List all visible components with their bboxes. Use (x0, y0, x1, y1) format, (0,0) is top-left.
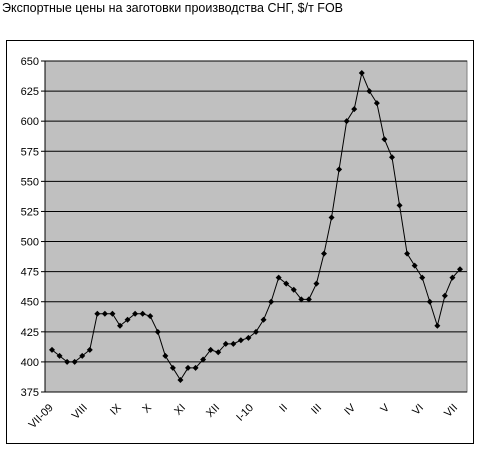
data-point (169, 364, 176, 371)
x-tick-label: VII (442, 402, 460, 420)
data-point (457, 266, 463, 273)
data-point (64, 358, 71, 365)
gridlines (45, 60, 467, 393)
data-point (441, 292, 448, 299)
data-point (396, 202, 403, 209)
y-tick-label: 450 (21, 297, 39, 309)
data-point (49, 346, 55, 353)
data-point (237, 337, 244, 344)
data-point (275, 274, 282, 281)
data-point (79, 352, 86, 359)
x-tick-label: X (140, 401, 154, 415)
data-point (336, 166, 343, 173)
plot-area (44, 60, 468, 393)
y-tick-label: 375 (21, 387, 39, 399)
data-point (358, 70, 365, 77)
y-tick-label: 600 (21, 116, 39, 128)
y-tick-label: 650 (21, 56, 39, 68)
data-point (290, 286, 297, 293)
data-point (283, 280, 290, 287)
data-point (260, 316, 267, 323)
data-point (253, 328, 259, 335)
x-tick-label: IV (342, 401, 358, 417)
y-tick-label: 500 (21, 237, 39, 249)
data-point (404, 250, 411, 257)
series-markers (49, 70, 463, 383)
data-point (215, 349, 222, 356)
data-point (298, 296, 305, 303)
y-tick-label: 425 (21, 327, 39, 339)
y-tick-label: 625 (21, 86, 39, 98)
y-tick-label: 525 (21, 206, 39, 218)
x-axis-ticks: VII-09 VIII IX X XI XII I-10 II III IV V VI VII (27, 401, 460, 431)
data-point (419, 274, 426, 281)
x-tick-label: III (309, 402, 324, 417)
data-point (449, 274, 456, 281)
data-point (328, 214, 335, 221)
data-point (381, 136, 388, 143)
x-tick-label: XII (204, 402, 222, 420)
x-tick-label: II (277, 402, 290, 415)
data-point (222, 340, 229, 347)
data-point (132, 310, 139, 317)
data-point (343, 118, 350, 125)
data-point (86, 346, 93, 353)
x-tick-label: IX (108, 401, 124, 417)
data-point (192, 364, 199, 371)
data-point (351, 106, 358, 113)
data-point (71, 358, 78, 365)
x-tick-label: XI (172, 402, 188, 418)
data-point (56, 352, 63, 359)
data-point (94, 310, 101, 317)
data-point (268, 298, 275, 305)
data-point (147, 313, 154, 320)
data-point (154, 328, 161, 335)
x-tick-label: I-10 (234, 402, 256, 424)
y-tick-label: 575 (21, 146, 39, 158)
data-point (426, 298, 433, 305)
data-point (117, 322, 123, 329)
data-point (313, 280, 320, 287)
y-tick-label: 550 (21, 176, 39, 188)
x-tick-label: VI (410, 402, 426, 418)
x-tick-label: VIII (70, 402, 90, 422)
y-tick-label: 400 (21, 357, 39, 369)
data-point (321, 250, 327, 257)
data-point (373, 100, 380, 107)
data-point (230, 340, 237, 347)
data-point (109, 310, 116, 317)
data-point (411, 262, 418, 269)
data-point (139, 310, 146, 317)
data-point (185, 364, 191, 371)
x-tick-label: V (378, 401, 392, 415)
x-tick-label: VII-09 (27, 402, 56, 431)
data-point (434, 322, 441, 329)
data-point (200, 356, 207, 363)
y-axis-ticks: 375 400 425 450 475 500 525 550 575 600 625 650 (21, 56, 46, 399)
data-point (177, 376, 184, 383)
data-point (124, 316, 131, 323)
data-point (305, 296, 312, 303)
data-point (245, 334, 252, 341)
data-point (366, 88, 373, 95)
data-point (162, 352, 169, 359)
chart-title: Экспортные цены на заготовки производств… (2, 1, 344, 15)
data-point (207, 346, 214, 353)
y-tick-label: 475 (21, 267, 39, 279)
data-point (101, 310, 108, 317)
data-point (389, 154, 395, 161)
